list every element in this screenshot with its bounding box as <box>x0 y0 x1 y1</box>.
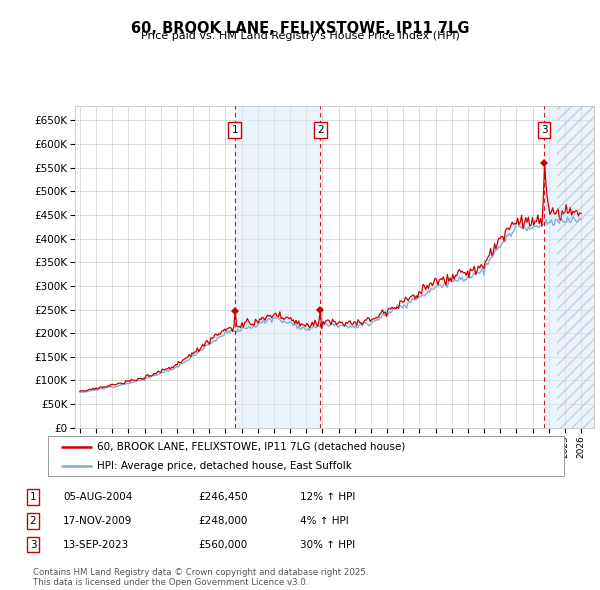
Bar <box>235 106 320 428</box>
Text: 2: 2 <box>317 125 324 135</box>
Text: 30% ↑ HPI: 30% ↑ HPI <box>300 540 355 549</box>
Text: 3: 3 <box>29 540 37 549</box>
Text: 13-SEP-2023: 13-SEP-2023 <box>63 540 129 549</box>
Text: £248,000: £248,000 <box>198 516 247 526</box>
Text: 12% ↑ HPI: 12% ↑ HPI <box>300 493 355 502</box>
Text: 60, BROOK LANE, FELIXSTOWE, IP11 7LG: 60, BROOK LANE, FELIXSTOWE, IP11 7LG <box>131 21 469 35</box>
Text: 1: 1 <box>232 125 238 135</box>
Text: 3: 3 <box>541 125 547 135</box>
Bar <box>544 106 594 428</box>
Text: £246,450: £246,450 <box>198 493 248 502</box>
Text: 2: 2 <box>29 516 37 526</box>
Text: 05-AUG-2004: 05-AUG-2004 <box>63 493 133 502</box>
Text: 60, BROOK LANE, FELIXSTOWE, IP11 7LG (detached house): 60, BROOK LANE, FELIXSTOWE, IP11 7LG (de… <box>97 442 406 452</box>
Text: 4% ↑ HPI: 4% ↑ HPI <box>300 516 349 526</box>
Text: Contains HM Land Registry data © Crown copyright and database right 2025.
This d: Contains HM Land Registry data © Crown c… <box>33 568 368 587</box>
Text: 1: 1 <box>29 493 37 502</box>
Text: 17-NOV-2009: 17-NOV-2009 <box>63 516 133 526</box>
Text: £560,000: £560,000 <box>198 540 247 549</box>
Text: Price paid vs. HM Land Registry's House Price Index (HPI): Price paid vs. HM Land Registry's House … <box>140 31 460 41</box>
Bar <box>557 106 594 428</box>
Text: HPI: Average price, detached house, East Suffolk: HPI: Average price, detached house, East… <box>97 461 352 471</box>
